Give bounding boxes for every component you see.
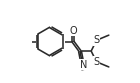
Text: S: S <box>94 57 100 67</box>
Text: N: N <box>80 60 87 70</box>
Text: O: O <box>69 26 77 36</box>
Text: S: S <box>94 35 100 45</box>
